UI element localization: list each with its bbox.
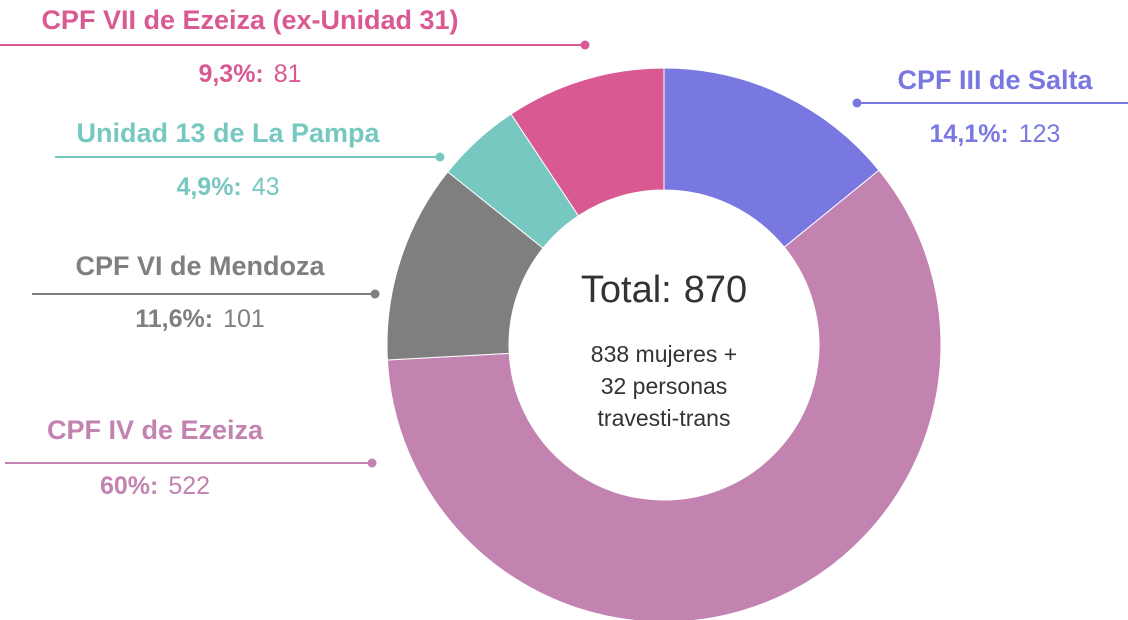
callout-value: 60%: 522 — [100, 472, 210, 500]
percent-label: 11,6%: — [135, 305, 213, 333]
total-value: 870 — [684, 269, 747, 311]
callout-value: 4,9%: 43 — [176, 173, 279, 201]
center-note: 838 mujeres + — [591, 341, 737, 367]
center-total: Total: 870 — [581, 269, 747, 311]
callout-dot — [367, 458, 377, 468]
value-label: 123 — [1019, 120, 1061, 148]
callout-value: 9,3%: 81 — [198, 60, 301, 88]
percent-label: 9,3%: — [198, 60, 263, 88]
callout-title: Unidad 13 de La Pampa — [76, 118, 380, 148]
value-label: 522 — [168, 472, 210, 500]
callout-title: CPF VI de Mendoza — [75, 251, 325, 281]
callout-value: 14,1%: 123 — [930, 120, 1061, 148]
donut-slice — [386, 169, 942, 620]
callout-title: CPF IV de Ezeiza — [47, 415, 264, 445]
callout-dot — [852, 98, 862, 108]
callout-value: 11,6%: 101 — [135, 305, 265, 333]
percent-label: 14,1%: — [930, 120, 1009, 148]
value-label: 81 — [274, 60, 302, 88]
value-label: 43 — [252, 173, 280, 201]
center-note: 32 personas — [601, 373, 728, 399]
center-note: travesti-trans — [598, 405, 731, 431]
callout-dot — [435, 152, 445, 162]
donut-slice — [510, 67, 665, 217]
percent-label: 4,9%: — [176, 173, 241, 201]
center-label: Total: — [581, 269, 672, 311]
callout-dot — [580, 40, 590, 50]
callout-title: CPF VII de Ezeiza (ex-Unidad 31) — [41, 5, 458, 35]
percent-label: 60%: — [100, 472, 158, 500]
value-label: 101 — [223, 305, 265, 333]
callout-title: CPF III de Salta — [897, 65, 1093, 95]
callout-dot — [370, 289, 380, 299]
